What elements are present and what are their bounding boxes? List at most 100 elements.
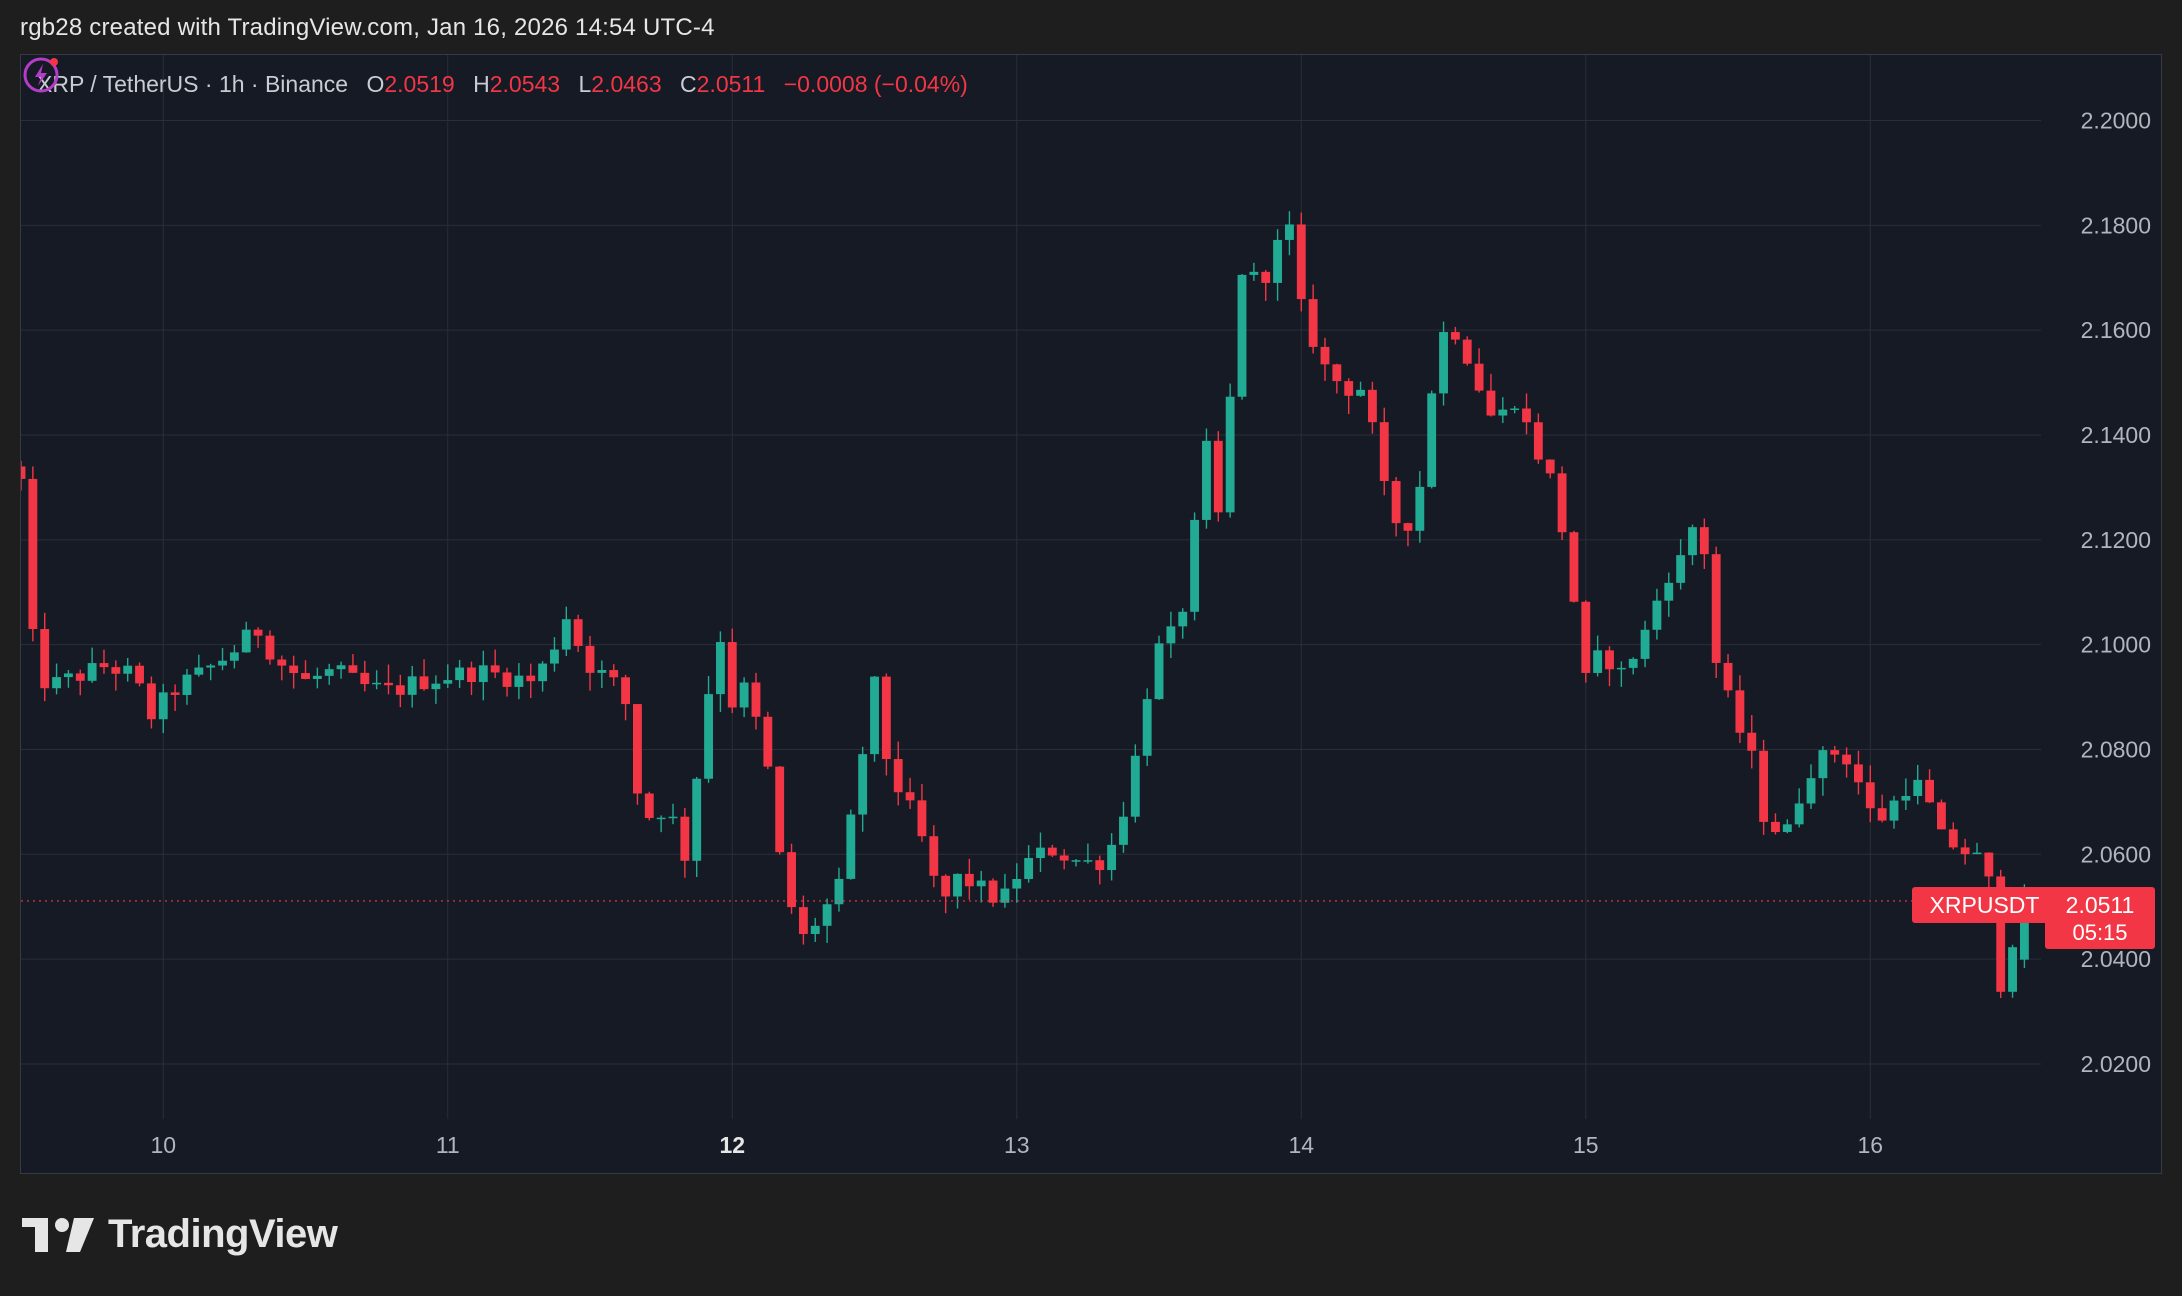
- candle-body: [1130, 755, 1140, 817]
- lightning-alert-icon[interactable]: [21, 55, 61, 95]
- chart-pane[interactable]: 2.0200 2.0400 2.0600 2.0800 2.1000 2.1200 2.14…: [20, 54, 2162, 1174]
- candle-body: [917, 800, 927, 837]
- candle-body: [1178, 611, 1188, 627]
- candle-body: [751, 682, 761, 717]
- candle-body: [111, 667, 121, 674]
- candle-body: [585, 645, 595, 673]
- candle-body: [1308, 299, 1318, 347]
- candle-body: [1925, 779, 1934, 803]
- candle-body: [1569, 532, 1579, 602]
- price-axis: 2.0200 2.0400 2.0600 2.0800 2.1000 2.1200 2.14…: [2081, 108, 2151, 1077]
- candle-body: [1688, 527, 1697, 556]
- candle-body: [822, 904, 832, 926]
- candles: [21, 211, 2029, 998]
- candle-body: [1865, 782, 1875, 809]
- candle-body: [135, 665, 144, 684]
- candle-body: [1379, 422, 1389, 482]
- candle-body: [1202, 440, 1211, 520]
- symbol-info[interactable]: XRP / TetherUS · 1h · Binance: [37, 71, 349, 97]
- candle-body: [739, 682, 749, 708]
- candle-body: [63, 673, 73, 678]
- candle-body: [123, 665, 133, 674]
- candle-body: [1723, 662, 1733, 691]
- candle-body: [348, 665, 358, 673]
- candle-body: [787, 852, 796, 908]
- candle-body: [1948, 829, 1958, 848]
- candle-body: [1071, 860, 1081, 862]
- candle-body: [265, 635, 275, 660]
- time-axis: 10 11 12 13 14 15 16: [150, 1132, 1883, 1158]
- candle-body: [1047, 847, 1057, 856]
- candle-body: [834, 878, 844, 905]
- candle-body: [372, 682, 382, 685]
- candle-body: [241, 629, 251, 653]
- candle-body: [846, 814, 856, 879]
- candle-body: [680, 816, 690, 861]
- candle-body: [312, 675, 322, 679]
- candle-body: [1984, 852, 1994, 877]
- candle-body: [1901, 795, 1911, 801]
- candle-body: [656, 817, 666, 820]
- candle-body: [1012, 878, 1022, 889]
- candle-body: [431, 683, 441, 690]
- candle-body: [633, 704, 642, 794]
- candle-body: [929, 836, 939, 876]
- candle-body: [858, 754, 868, 815]
- candle-body: [1616, 667, 1626, 670]
- candle-body: [514, 675, 524, 687]
- candle-body: [1391, 481, 1401, 524]
- y-tick-label: 2.0200: [2081, 1051, 2151, 1077]
- candle-body: [1107, 844, 1117, 871]
- candle-body: [1320, 346, 1330, 365]
- candle-body: [1842, 754, 1852, 765]
- candle-body: [1000, 888, 1010, 903]
- attribution-text: rgb28 created with TradingView.com, Jan …: [20, 14, 715, 41]
- y-tick-label: 2.2000: [2081, 108, 2151, 134]
- x-tick-label: 12: [719, 1132, 745, 1158]
- candle-body: [1545, 459, 1555, 474]
- candle-body: [538, 663, 548, 682]
- candle-body: [550, 649, 559, 664]
- candle-body: [146, 683, 156, 720]
- candle-body: [99, 663, 109, 668]
- candle-body: [1854, 764, 1863, 783]
- candle-body: [1699, 527, 1709, 555]
- candle-body: [419, 676, 429, 690]
- candle-body: [1877, 808, 1887, 821]
- tradingview-logo-icon: [22, 1217, 94, 1252]
- y-tick-label: 2.1000: [2081, 632, 2151, 658]
- candle-body: [360, 672, 370, 685]
- candle-body: [763, 716, 773, 767]
- candle-body: [194, 667, 204, 675]
- candle-body: [1652, 600, 1662, 630]
- candle-body: [336, 665, 346, 670]
- candle-body: [1889, 800, 1899, 821]
- high-label: H: [473, 71, 490, 97]
- symbol-legend: XRP / TetherUS · 1h · Binance O2.0519 H2…: [37, 71, 968, 98]
- candle-body: [1747, 732, 1757, 751]
- candle-body: [561, 619, 571, 650]
- candle-body: [1605, 650, 1614, 670]
- candle-body: [443, 680, 453, 684]
- candle-body: [182, 674, 192, 695]
- candlestick-chart[interactable]: 2.0200 2.0400 2.0600 2.0800 2.1000 2.1200 2.14…: [21, 55, 2161, 1173]
- candle-body: [1628, 658, 1638, 668]
- candle-body: [1806, 778, 1816, 804]
- candle-body: [2008, 947, 2017, 992]
- candle-body: [1498, 409, 1508, 416]
- candle-body: [1960, 847, 1970, 855]
- candle-body: [1640, 629, 1650, 659]
- close-label: C: [680, 71, 697, 97]
- open-value: 2.0519: [384, 71, 455, 97]
- candle-body: [1818, 750, 1828, 779]
- candle-body: [1522, 408, 1531, 423]
- candle-body: [1261, 271, 1271, 283]
- candle-body: [1344, 381, 1354, 396]
- candle-body: [158, 692, 168, 720]
- candle-body: [1782, 824, 1792, 833]
- candle-body: [1403, 523, 1413, 531]
- x-tick-label: 14: [1288, 1132, 1314, 1158]
- candle-body: [1510, 408, 1520, 411]
- candle-body: [1285, 224, 1294, 240]
- candle-body: [1913, 779, 1923, 796]
